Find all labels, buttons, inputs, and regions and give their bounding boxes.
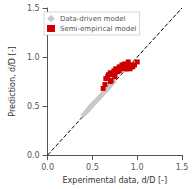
svg-text:Semi-empirical model: Semi-empirical model	[60, 25, 137, 33]
svg-text:1.0: 1.0	[27, 53, 40, 62]
svg-text:0.5: 0.5	[86, 163, 99, 172]
svg-text:1.0: 1.0	[131, 163, 144, 172]
svg-text:1.5: 1.5	[176, 163, 189, 172]
svg-text:0.0: 0.0	[27, 151, 40, 160]
svg-text:Data-driven model: Data-driven model	[60, 15, 125, 23]
svg-text:0.5: 0.5	[27, 102, 40, 111]
svg-text:1.5: 1.5	[27, 4, 40, 13]
svg-text:Prediction, d/D [-]: Prediction, d/D [-]	[8, 46, 17, 116]
svg-text:Experimental data, d/D [-]: Experimental data, d/D [-]	[63, 176, 168, 185]
svg-text:0.0: 0.0	[41, 163, 54, 172]
